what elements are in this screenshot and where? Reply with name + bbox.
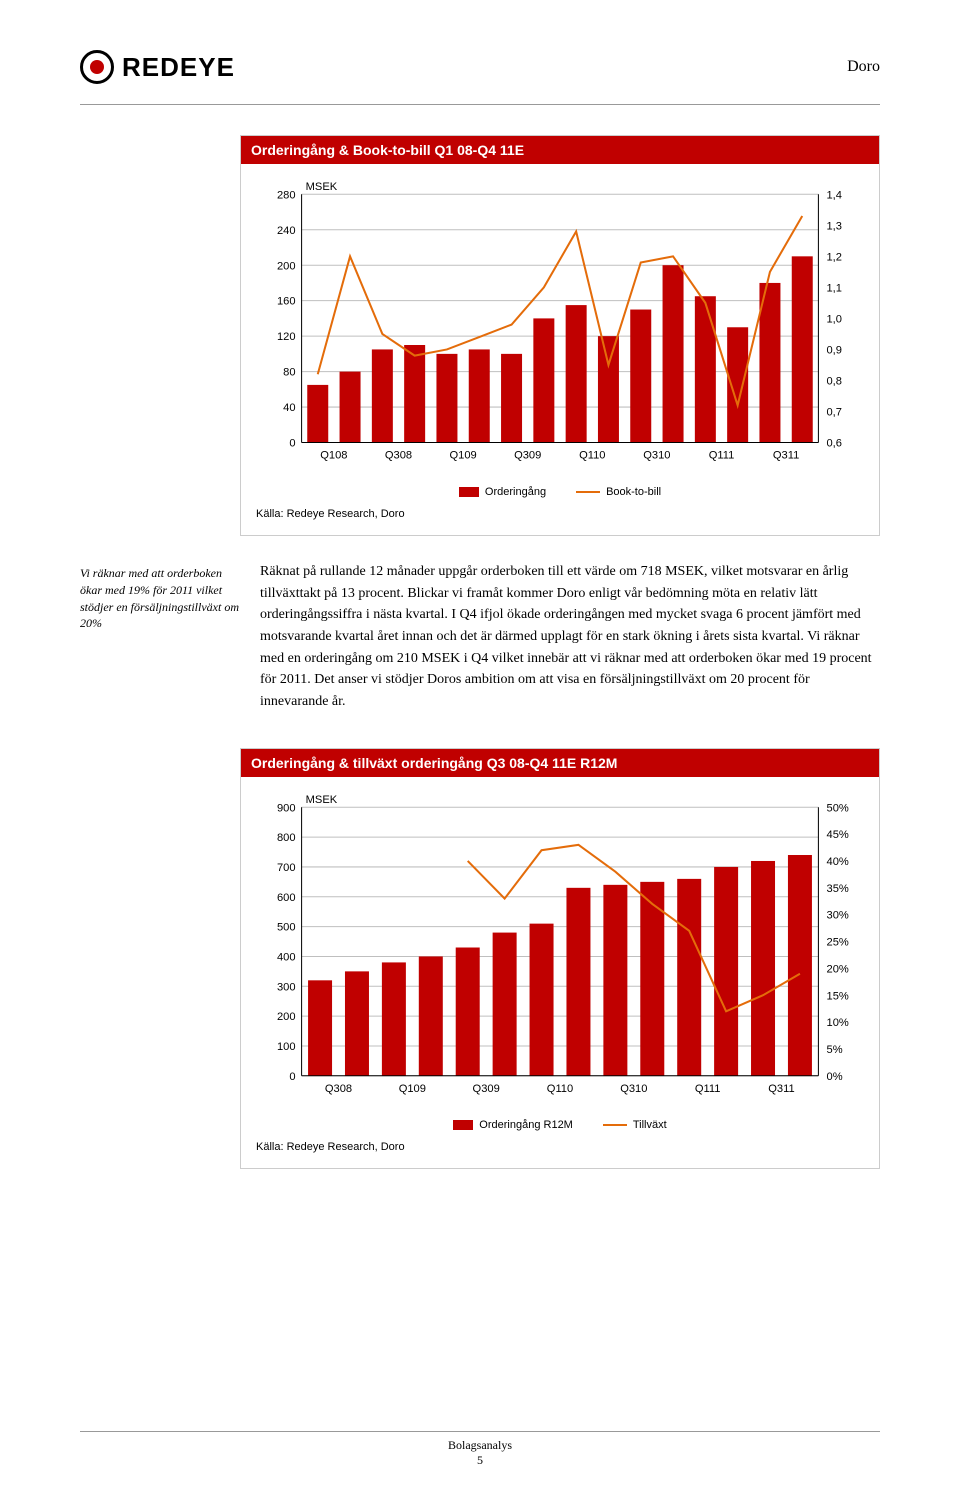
- svg-text:MSEK: MSEK: [306, 794, 338, 806]
- svg-text:Q311: Q311: [773, 450, 799, 462]
- legend-label: Orderingång: [485, 486, 546, 498]
- svg-text:10%: 10%: [827, 1017, 849, 1029]
- svg-text:Q311: Q311: [768, 1083, 794, 1095]
- svg-text:Q108: Q108: [320, 450, 347, 462]
- svg-text:20%: 20%: [827, 963, 849, 975]
- svg-text:15%: 15%: [827, 990, 849, 1002]
- svg-text:0,6: 0,6: [827, 438, 842, 450]
- svg-text:Q310: Q310: [643, 450, 670, 462]
- svg-text:0: 0: [289, 1071, 295, 1083]
- legend-line-icon: [603, 1124, 627, 1126]
- chart2-title: Orderingång & tillväxt orderingång Q3 08…: [241, 749, 879, 777]
- svg-text:80: 80: [283, 367, 295, 379]
- svg-text:25%: 25%: [827, 936, 849, 948]
- svg-text:1,4: 1,4: [827, 189, 842, 201]
- svg-text:Q110: Q110: [547, 1083, 573, 1095]
- svg-text:1,3: 1,3: [827, 220, 842, 232]
- footer-label: Bolagsanalys: [80, 1438, 880, 1453]
- svg-text:700: 700: [277, 862, 296, 874]
- legend-item: Orderingång: [459, 486, 546, 498]
- chart2-canvas: 0 100 200 300 400 500 600 700 800 900 0% 5% 10% 15% 20…: [256, 787, 864, 1111]
- svg-text:120: 120: [277, 331, 296, 343]
- legend-item: Book-to-bill: [576, 486, 661, 498]
- svg-text:200: 200: [277, 1011, 296, 1023]
- svg-text:50%: 50%: [827, 802, 849, 814]
- svg-text:0,8: 0,8: [827, 376, 842, 388]
- footer-page-number: 5: [80, 1453, 880, 1468]
- svg-text:40: 40: [283, 402, 295, 414]
- header-divider: [80, 104, 880, 105]
- svg-text:Q109: Q109: [399, 1083, 426, 1095]
- svg-text:Q110: Q110: [579, 450, 605, 462]
- svg-text:300: 300: [277, 981, 296, 993]
- svg-text:0: 0: [289, 438, 295, 450]
- chart-orderingang-tillvaxt: Orderingång & tillväxt orderingång Q3 08…: [240, 748, 880, 1169]
- svg-text:5%: 5%: [827, 1044, 843, 1056]
- svg-text:30%: 30%: [827, 910, 849, 922]
- svg-text:1,1: 1,1: [827, 282, 842, 294]
- chart1-legend: Orderingång Book-to-bill: [256, 486, 864, 498]
- svg-text:1,2: 1,2: [827, 251, 842, 263]
- legend-item: Orderingång R12M: [453, 1119, 573, 1131]
- legend-line-icon: [576, 491, 600, 493]
- svg-text:200: 200: [277, 260, 296, 272]
- chart2-legend: Orderingång R12M Tillväxt: [256, 1119, 864, 1131]
- svg-text:0,7: 0,7: [827, 407, 842, 419]
- body-paragraph: Räknat på rullande 12 månader uppgår ord…: [260, 561, 880, 713]
- svg-text:Q109: Q109: [449, 450, 476, 462]
- logo-dot-icon: [90, 60, 104, 74]
- svg-text:160: 160: [277, 296, 296, 308]
- svg-text:240: 240: [277, 225, 296, 237]
- company-name: Doro: [847, 58, 880, 76]
- svg-text:400: 400: [277, 951, 296, 963]
- svg-text:900: 900: [277, 802, 296, 814]
- logo: REDEYE: [80, 50, 235, 84]
- legend-label: Tillväxt: [633, 1119, 667, 1131]
- svg-text:600: 600: [277, 892, 296, 904]
- svg-text:MSEK: MSEK: [306, 181, 338, 193]
- svg-text:800: 800: [277, 832, 296, 844]
- chart-orderingang-booktobill: Orderingång & Book-to-bill Q1 08-Q4 11E …: [240, 135, 880, 536]
- chart1-canvas: 0 40 80 120 160 200 240 280 0,6 0,7 0,8 0,9 1,0 1,1 1,…: [256, 174, 864, 478]
- chart1-source: Källa: Redeye Research, Doro: [256, 508, 864, 520]
- svg-text:500: 500: [277, 921, 296, 933]
- margin-note: Vi räknar med att orderboken ökar med 19…: [80, 561, 240, 713]
- logo-mark-icon: [80, 50, 114, 84]
- legend-label: Orderingång R12M: [479, 1119, 573, 1131]
- svg-text:45%: 45%: [827, 829, 849, 841]
- footer-divider: [80, 1431, 880, 1432]
- svg-text:0%: 0%: [827, 1071, 843, 1083]
- svg-text:Q309: Q309: [473, 1083, 500, 1095]
- svg-text:Q309: Q309: [514, 450, 541, 462]
- svg-text:1,0: 1,0: [827, 313, 842, 325]
- svg-text:280: 280: [277, 189, 296, 201]
- svg-text:35%: 35%: [827, 883, 849, 895]
- svg-text:100: 100: [277, 1041, 296, 1053]
- legend-label: Book-to-bill: [606, 486, 661, 498]
- svg-text:Q308: Q308: [325, 1083, 352, 1095]
- svg-text:Q111: Q111: [709, 450, 735, 462]
- svg-text:Q308: Q308: [385, 450, 412, 462]
- page-header: REDEYE Doro: [80, 50, 880, 84]
- svg-text:40%: 40%: [827, 856, 849, 868]
- body-row: Vi räknar med att orderboken ökar med 19…: [80, 561, 880, 713]
- svg-text:Q111: Q111: [695, 1083, 721, 1095]
- page-footer: Bolagsanalys 5: [80, 1431, 880, 1468]
- logo-text: REDEYE: [122, 52, 235, 83]
- legend-bar-icon: [459, 487, 479, 497]
- chart2-source: Källa: Redeye Research, Doro: [256, 1141, 864, 1153]
- chart1-title: Orderingång & Book-to-bill Q1 08-Q4 11E: [241, 136, 879, 164]
- svg-text:0,9: 0,9: [827, 344, 842, 356]
- legend-bar-icon: [453, 1120, 473, 1130]
- legend-item: Tillväxt: [603, 1119, 667, 1131]
- svg-text:Q310: Q310: [620, 1083, 647, 1095]
